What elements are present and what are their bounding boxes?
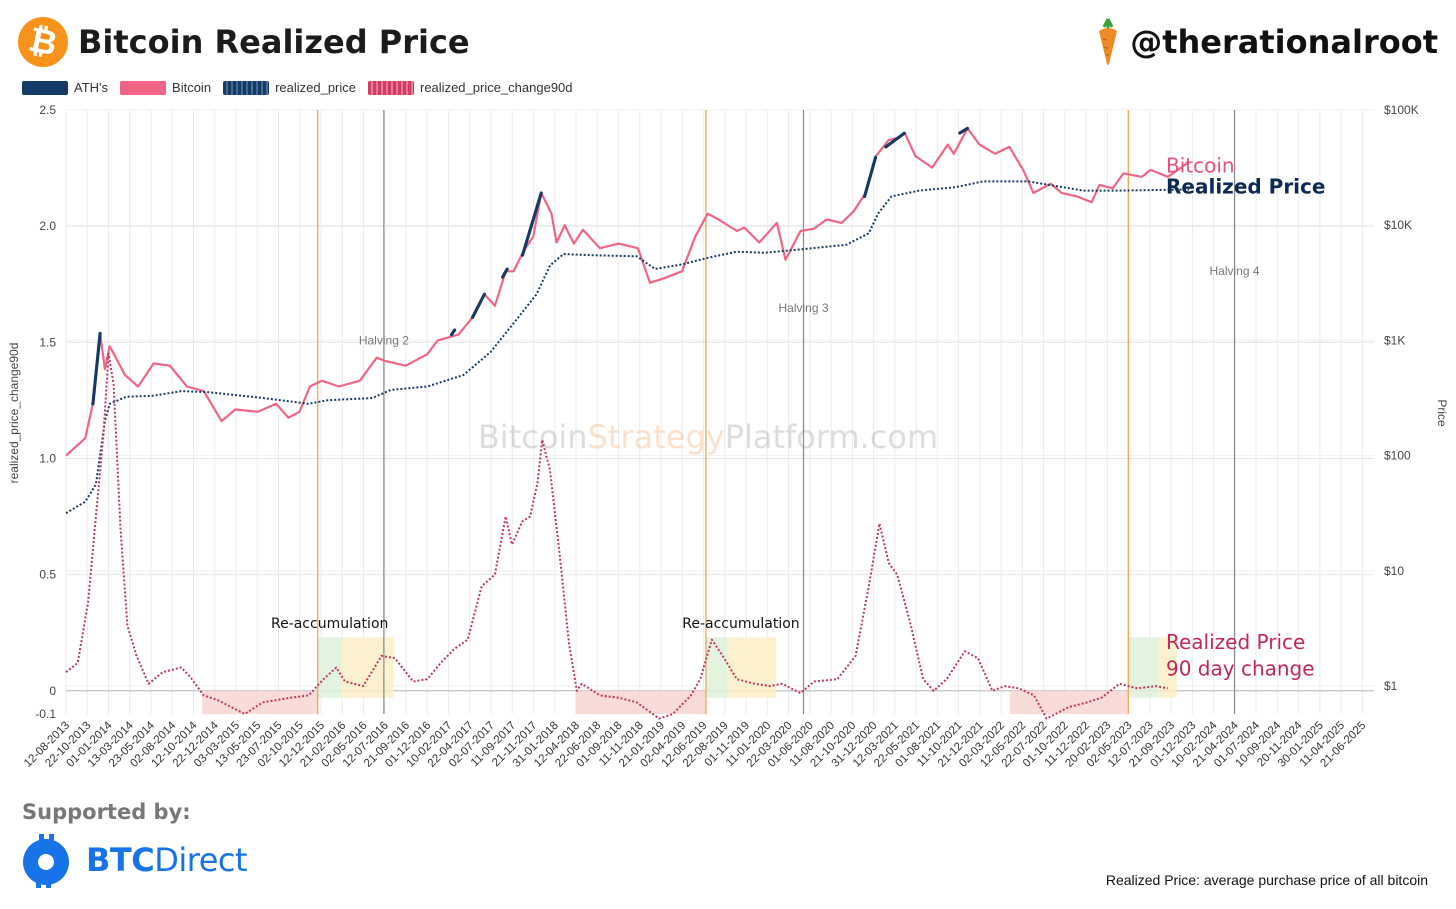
- series-aths-segment: [91, 331, 102, 406]
- legend-item-aths[interactable]: ATH's: [22, 80, 108, 95]
- shaded-region: [705, 637, 728, 698]
- watermark-part: Strategy: [588, 418, 725, 456]
- y-left-tick-label: 0: [49, 684, 56, 698]
- legend-item-realized-price[interactable]: realized_price: [223, 80, 356, 95]
- legend-item-bitcoin[interactable]: Bitcoin: [120, 80, 211, 95]
- series-aths-segment: [449, 327, 457, 337]
- y-right-axis-title: Price: [1435, 399, 1449, 427]
- brand-bold: BTC: [86, 841, 155, 879]
- y-left-axis-title: realized_price_change90d: [7, 343, 21, 484]
- series-aths-segment: [501, 267, 509, 279]
- halving-label: Halving 4: [1210, 264, 1260, 278]
- y-right-tick-label: $1: [1384, 679, 1398, 693]
- y-left-tick-label: 2.0: [39, 219, 56, 233]
- reaccumulation-label: Re-accumulation: [682, 616, 799, 632]
- legend-item-realized-price-change90d[interactable]: realized_price_change90d: [368, 80, 573, 95]
- y-left-tick-label: 1.5: [39, 335, 56, 349]
- shaded-region: [1128, 637, 1159, 698]
- halving-label: Halving 3: [778, 301, 828, 315]
- shaded-region: [317, 637, 342, 698]
- y-left-tick-label: 0.5: [39, 568, 56, 582]
- series-end-label: Realized Price: [1166, 630, 1305, 654]
- legend-swatch: [120, 80, 167, 95]
- btcdirect-icon: [23, 834, 69, 888]
- shaded-region: [727, 637, 777, 698]
- watermark-part: Platform.com: [725, 418, 938, 456]
- series-end-label: 90 day change: [1166, 657, 1315, 681]
- y-right-tick-label: $10K: [1384, 218, 1412, 232]
- handle-text: @therationalroot: [1130, 23, 1438, 61]
- series-aths-segment: [862, 154, 878, 198]
- series-realized-price-change90d: [65, 352, 1168, 720]
- footnote: Realized Price: average purchase price o…: [1105, 872, 1428, 888]
- halving-label: Halving 2: [359, 334, 409, 348]
- legend-swatch: [22, 80, 68, 95]
- series-end-label: Bitcoin: [1166, 154, 1235, 178]
- carrot-icon: [1099, 18, 1118, 65]
- legend-label: realized_price_change90d: [420, 80, 573, 95]
- series-realized-price: [65, 180, 1190, 515]
- page-title: Bitcoin Realized Price: [78, 23, 470, 61]
- y-right-tick-label: $1K: [1384, 333, 1405, 347]
- shaded-region: [1010, 690, 1129, 714]
- series-bitcoin: [65, 127, 1190, 457]
- legend-label: Bitcoin: [172, 80, 212, 95]
- y-right-tick-label: $100: [1384, 449, 1411, 463]
- chart-legend: ATH's Bitcoin realized_price realized_pr…: [22, 80, 585, 95]
- watermark-part: Bitcoin: [478, 418, 588, 456]
- btcdirect-wordmark: BTCDirect: [86, 841, 248, 879]
- brand-rest: Direct: [154, 841, 248, 879]
- author-handle: @therationalroot: [1094, 14, 1438, 70]
- shaded-region: [575, 690, 706, 714]
- series-aths-segment: [470, 292, 486, 319]
- series-aths-segment: [520, 191, 543, 257]
- btcdirect-logo: BTCDirect: [22, 832, 248, 888]
- title-row: ₿ Bitcoin Realized Price: [13, 12, 470, 72]
- series-aths-segment: [884, 131, 907, 149]
- series-end-label: Realized Price: [1166, 175, 1325, 199]
- shaded-region: [202, 690, 318, 714]
- y-left-tick-label: 2.5: [39, 103, 56, 117]
- shaded-region: [1158, 637, 1177, 698]
- supported-by-label: Supported by:: [22, 800, 191, 824]
- legend-label: ATH's: [74, 80, 109, 95]
- series-aths-segment: [958, 126, 970, 135]
- y-right-tick-label: $100K: [1384, 103, 1419, 117]
- watermark-text: BitcoinStrategyPlatform.com: [478, 418, 938, 456]
- reaccumulation-label: Re-accumulation: [271, 616, 388, 632]
- legend-label: realized_price: [275, 80, 356, 95]
- y-left-tick-label: 1.0: [39, 451, 56, 465]
- shaded-region: [341, 637, 394, 698]
- legend-swatch: [223, 80, 270, 95]
- y-left-tick-label: -0.1: [35, 707, 56, 721]
- y-right-tick-label: $10: [1384, 564, 1404, 578]
- legend-swatch: [368, 80, 414, 95]
